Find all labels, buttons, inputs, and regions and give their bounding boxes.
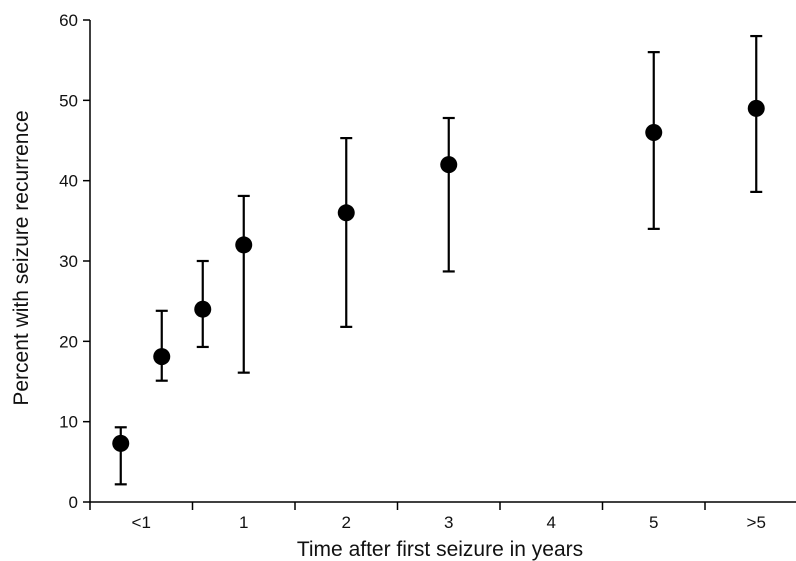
x-tick-label: 5: [649, 513, 658, 532]
x-tick-label: >5: [747, 513, 766, 532]
y-tick-label: 10: [59, 413, 78, 432]
y-axis-title: Percent with seizure recurrence: [10, 110, 33, 405]
x-tick-label: 1: [239, 513, 248, 532]
data-marks: [112, 34, 765, 486]
data-point-group: [235, 194, 253, 374]
data-point: [153, 348, 171, 366]
data-point: [337, 204, 355, 222]
y-tick-label: 60: [59, 11, 78, 30]
x-tick-label: <1: [132, 513, 151, 532]
data-point-group: [645, 51, 663, 230]
x-tick-label: 3: [444, 513, 453, 532]
data-point-group: [747, 34, 765, 194]
axes: 0 10 20 30 40 50 60 <1 1 2 3 4 5 >5: [59, 11, 796, 532]
y-tick-label: 20: [59, 332, 78, 351]
y-tick-label: 50: [59, 91, 78, 110]
data-point: [194, 300, 212, 318]
x-tick-label: 4: [547, 513, 556, 532]
data-point: [235, 236, 253, 254]
data-point-group: [153, 309, 171, 382]
data-point-group: [194, 259, 212, 349]
data-point: [645, 123, 663, 141]
data-point: [747, 99, 765, 117]
y-tick-label: 40: [59, 172, 78, 191]
data-point-group: [337, 136, 355, 328]
y-tick-label: 30: [59, 252, 78, 271]
data-point-group: [112, 426, 130, 486]
data-point: [112, 434, 130, 452]
data-point-group: [440, 116, 458, 273]
y-tick-label: 0: [69, 493, 78, 512]
data-point: [440, 156, 458, 174]
x-tick-label: 2: [342, 513, 351, 532]
x-axis-title: Time after first seizure in years: [297, 538, 583, 561]
